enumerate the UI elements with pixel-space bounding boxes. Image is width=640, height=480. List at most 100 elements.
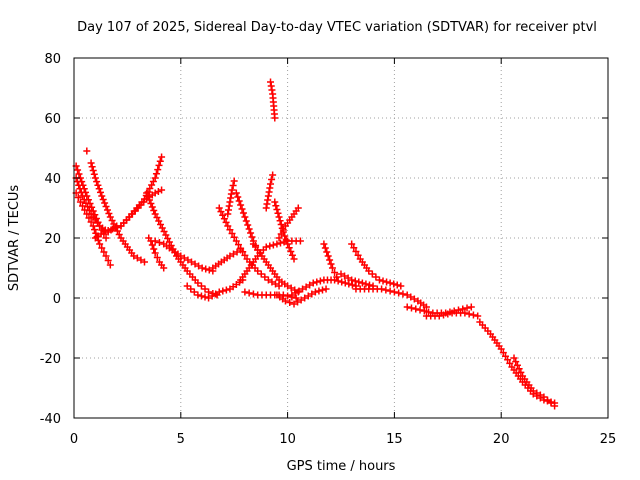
y-tick-label: 80 [44,52,61,67]
data-point [368,270,376,278]
data-point [322,285,330,293]
data-point [83,147,91,155]
data-point [351,277,359,285]
data-point [75,170,83,178]
data-point [190,288,198,296]
data-point [235,197,243,205]
data-point [341,279,349,287]
data-point [151,174,159,182]
data-point [100,228,108,236]
series-arc-12 [215,204,283,290]
data-point [152,170,160,178]
data-point [91,226,99,234]
data-point [269,171,277,179]
data-point [244,221,252,229]
data-point [234,241,242,249]
data-point [512,358,520,366]
data-point [148,203,156,211]
data-point [254,267,262,275]
data-point [271,198,279,206]
series-arc-9 [151,237,217,275]
data-point [285,244,293,252]
series-arc-31 [510,354,559,410]
data-point [463,304,471,312]
data-point [194,279,202,287]
data-point [266,242,274,250]
data-point [79,202,87,210]
data-point [194,291,202,299]
data-point [137,256,145,264]
data-point [318,286,326,294]
data-point [287,248,295,255]
data-point [362,280,370,288]
data-point [499,349,507,357]
x-tick-label: 0 [70,432,78,447]
data-point [348,240,356,248]
data-point [277,221,285,228]
y-axis-label: SDTVAR / TECUs [7,185,22,292]
data-point [271,280,279,288]
data-point [390,288,398,296]
data-point [444,310,452,318]
data-point [177,252,185,260]
data-point [354,251,362,259]
data-points [72,78,559,410]
data-point [87,159,95,167]
data-point [279,226,287,234]
data-point [241,213,249,221]
axis-ticks [73,57,609,419]
data-point [180,254,188,262]
data-point [228,186,236,194]
data-point [242,217,250,225]
data-point [145,234,153,242]
data-point [425,308,433,316]
data-point [264,276,272,284]
series-arc-3 [72,189,114,269]
data-point [228,230,236,237]
data-point [275,282,283,290]
data-point [201,293,209,301]
data-point [113,224,121,231]
series-arc-17 [267,78,279,122]
data-point [268,176,276,183]
series-arc-29 [422,309,482,320]
data-point [465,310,473,318]
data-point [88,163,96,171]
data-point [506,359,514,367]
data-point [153,254,161,261]
data-point [144,193,152,200]
data-point [205,266,213,274]
data-point [276,239,284,247]
y-tick-label: -40 [40,412,61,427]
series-arc-10 [183,276,247,302]
data-point [215,204,223,212]
data-point [403,303,411,311]
data-point [154,188,162,195]
data-point [150,207,158,214]
data-point [309,279,317,287]
data-point [239,209,247,217]
data-point [271,114,279,122]
data-point [315,287,323,295]
data-point [201,285,209,293]
series-arc-6 [117,186,166,230]
data-point [249,290,257,298]
data-point [150,245,158,253]
data-point [543,396,551,404]
data-point [290,255,298,263]
data-point [540,393,548,401]
data-point [222,218,230,226]
data-point [327,260,335,268]
data-point [219,211,227,219]
data-point [230,233,238,241]
data-point [386,287,394,295]
data-point [90,170,98,178]
data-point [96,240,104,248]
data-point [515,365,523,373]
data-point [245,289,253,297]
data-point [160,264,168,272]
data-point [497,345,505,353]
data-point [89,167,97,174]
data-point [286,299,294,306]
